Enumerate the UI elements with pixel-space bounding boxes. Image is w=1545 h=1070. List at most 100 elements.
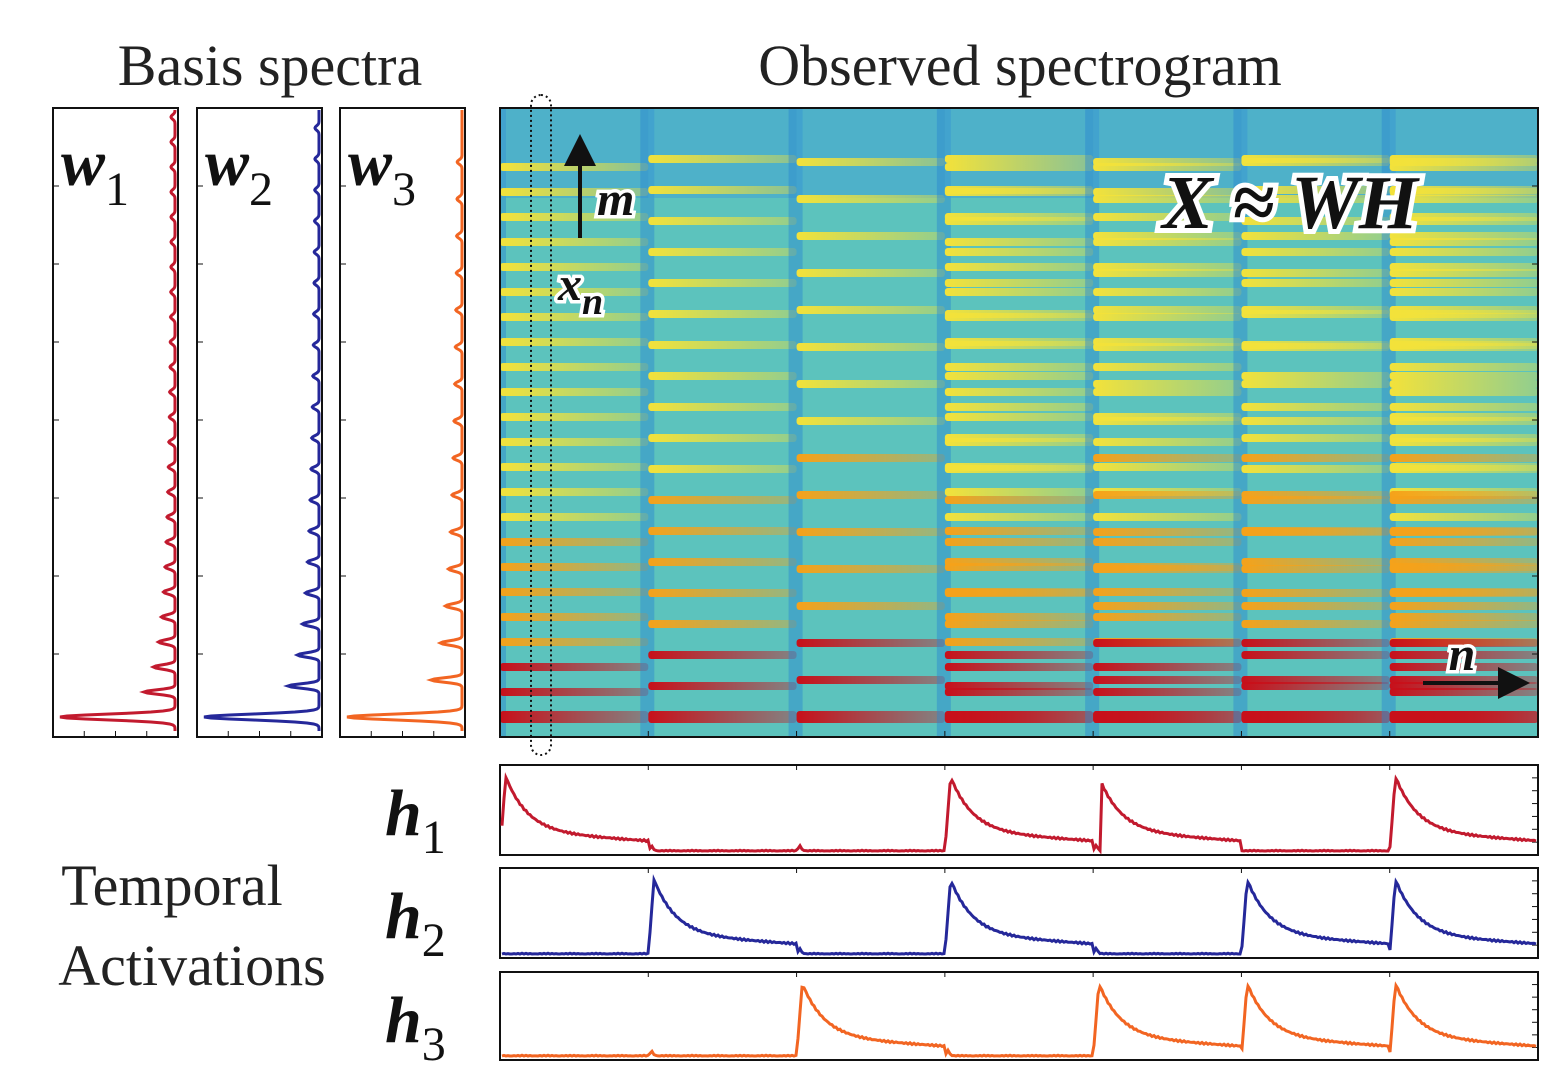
spectrogram-frame xyxy=(499,107,1539,738)
harmonic xyxy=(796,676,945,684)
harmonic xyxy=(1241,639,1390,647)
top-band xyxy=(1389,108,1538,198)
basis-sub: 2 xyxy=(249,163,273,216)
harmonic xyxy=(500,688,649,696)
harmonic xyxy=(648,403,797,411)
harmonic xyxy=(944,363,1094,371)
harmonic xyxy=(1389,491,1538,499)
harmonic xyxy=(648,527,797,535)
harmonic xyxy=(1389,403,1538,411)
basis-symbol: w xyxy=(348,127,393,200)
top-band xyxy=(944,108,1094,198)
harmonic xyxy=(500,488,649,496)
harmonic xyxy=(1093,313,1242,321)
harmonic xyxy=(944,488,1094,496)
harmonic xyxy=(1389,248,1538,256)
activation-symbol: h xyxy=(385,984,422,1057)
harmonic xyxy=(944,711,1094,723)
top-band xyxy=(1241,108,1390,198)
activation-curve xyxy=(501,981,1537,1058)
harmonic xyxy=(944,310,1094,318)
equation: X ≈ WH xyxy=(1160,161,1421,245)
harmonic xyxy=(796,306,945,314)
harmonic xyxy=(648,558,797,566)
harmonic xyxy=(1389,380,1538,388)
harmonic xyxy=(500,663,649,671)
harmonic xyxy=(944,620,1094,628)
harmonic xyxy=(1241,343,1390,351)
basis-label: w1 xyxy=(61,127,129,216)
harmonic xyxy=(648,465,797,473)
harmonic xyxy=(1093,380,1242,388)
m-label: m xyxy=(597,173,634,226)
harmonic xyxy=(1093,417,1242,425)
harmonic xyxy=(1241,217,1390,225)
harmonic xyxy=(1093,565,1242,573)
harmonic xyxy=(500,563,649,571)
harmonic xyxy=(1093,688,1242,696)
activation-label-2: Activations xyxy=(58,933,325,998)
harmonic xyxy=(1389,158,1538,166)
harmonic xyxy=(1389,195,1538,203)
harmonic xyxy=(1389,620,1538,628)
harmonic xyxy=(1241,676,1390,684)
onset-band xyxy=(640,108,655,737)
harmonic xyxy=(1389,465,1538,473)
top-band xyxy=(796,108,945,198)
basis-label: w2 xyxy=(205,127,273,216)
harmonic xyxy=(796,195,945,203)
harmonic xyxy=(648,651,797,659)
harmonic xyxy=(1389,639,1538,647)
harmonic xyxy=(1241,528,1390,536)
harmonic xyxy=(500,188,649,196)
harmonic xyxy=(1389,538,1538,546)
harmonic xyxy=(1093,188,1242,196)
harmonic xyxy=(1241,558,1390,566)
harmonic xyxy=(648,186,797,194)
harmonic xyxy=(796,454,945,462)
harmonic xyxy=(1093,288,1242,296)
harmonic xyxy=(1093,491,1242,499)
harmonic xyxy=(796,491,945,499)
harmonic xyxy=(944,434,1094,442)
activation-frame xyxy=(499,764,1539,856)
harmonic xyxy=(796,158,945,166)
harmonic xyxy=(1389,372,1538,380)
harmonic xyxy=(1389,589,1538,597)
harmonic xyxy=(1093,602,1242,610)
harmonic xyxy=(648,682,797,690)
basis-curve xyxy=(346,110,464,731)
harmonic xyxy=(796,528,945,536)
harmonic xyxy=(944,638,1094,646)
harmonic xyxy=(1241,620,1390,628)
harmonic xyxy=(944,163,1094,171)
harmonic xyxy=(1389,306,1538,314)
onset-band xyxy=(788,108,803,737)
harmonic xyxy=(944,263,1094,271)
harmonic xyxy=(1241,306,1390,314)
harmonic xyxy=(944,496,1094,504)
harmonic xyxy=(1389,613,1538,621)
harmonic xyxy=(648,217,797,225)
onset-band xyxy=(500,108,506,737)
harmonic xyxy=(1241,232,1390,240)
harmonic xyxy=(944,279,1094,287)
harmonic xyxy=(500,213,649,221)
harmonic xyxy=(1389,186,1538,194)
harmonic xyxy=(1093,363,1242,371)
harmonic xyxy=(648,341,797,349)
harmonic xyxy=(500,463,649,471)
harmonic xyxy=(944,527,1094,535)
harmonic xyxy=(1093,663,1242,671)
harmonic xyxy=(944,186,1094,194)
harmonic xyxy=(1241,711,1390,723)
spectrogram-title: Observed spectrogram xyxy=(758,33,1281,98)
harmonic xyxy=(1389,363,1538,371)
harmonic xyxy=(500,288,649,296)
activation-symbol: h xyxy=(385,777,422,850)
activation-symbol: h xyxy=(385,880,422,953)
harmonic xyxy=(500,613,649,621)
harmonic xyxy=(944,388,1094,396)
harmonic xyxy=(1389,528,1538,536)
basis-curve xyxy=(59,109,177,731)
